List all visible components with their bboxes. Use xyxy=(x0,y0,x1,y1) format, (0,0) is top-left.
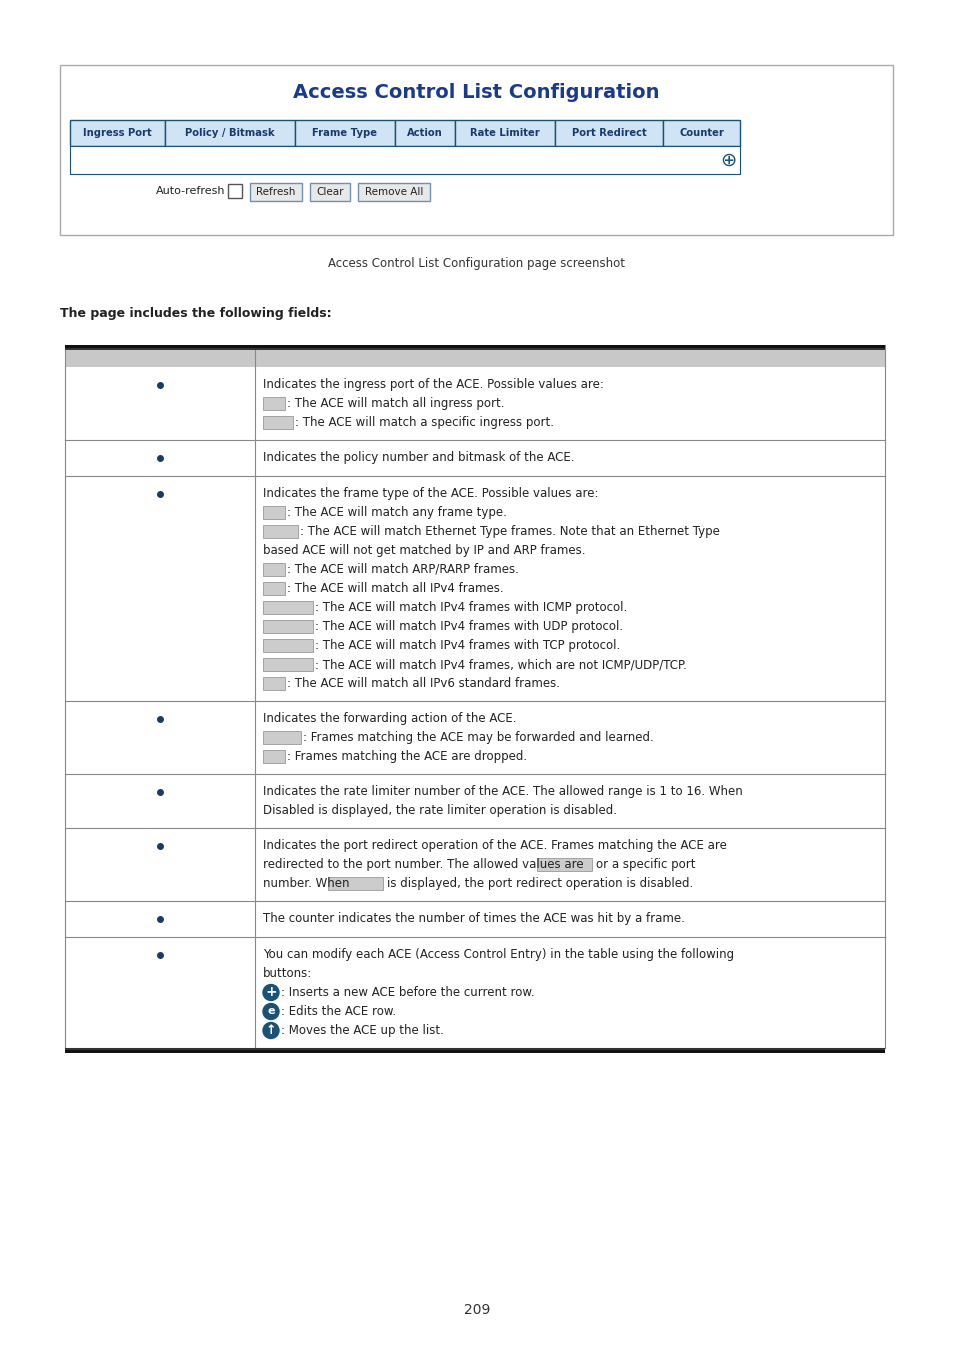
Text: : Frames matching the ACE may be forwarded and learned.: : Frames matching the ACE may be forward… xyxy=(303,730,653,744)
Bar xyxy=(250,184,302,201)
Text: You can modify each ACE (Access Control Entry) in the table using the following: You can modify each ACE (Access Control … xyxy=(263,948,734,961)
Text: based ACE will not get matched by IP and ARP frames.: based ACE will not get matched by IP and… xyxy=(263,544,585,558)
Text: : The ACE will match all IPv4 frames.: : The ACE will match all IPv4 frames. xyxy=(287,582,503,595)
Text: : The ACE will match Ethernet Type frames. Note that an Ethernet Type: : The ACE will match Ethernet Type frame… xyxy=(299,525,720,539)
Bar xyxy=(65,440,884,477)
Bar xyxy=(65,1048,884,1050)
Bar xyxy=(263,657,313,671)
Bar xyxy=(294,120,395,146)
Text: The page includes the following fields:: The page includes the following fields: xyxy=(60,306,332,320)
Circle shape xyxy=(263,1003,278,1019)
Text: Counter: Counter xyxy=(679,128,723,138)
Bar xyxy=(65,346,884,367)
Text: number. When: number. When xyxy=(263,878,349,890)
Bar xyxy=(263,601,313,614)
Bar xyxy=(263,416,293,429)
Bar xyxy=(65,346,884,348)
Text: Action: Action xyxy=(407,128,442,138)
Text: Remove All: Remove All xyxy=(364,188,423,197)
Bar xyxy=(263,582,285,595)
Text: Indicates the frame type of the ACE. Possible values are:: Indicates the frame type of the ACE. Pos… xyxy=(263,487,598,500)
Text: is displayed, the port redirect operation is disabled.: is displayed, the port redirect operatio… xyxy=(387,878,693,890)
Text: Indicates the port redirect operation of the ACE. Frames matching the ACE are: Indicates the port redirect operation of… xyxy=(263,838,726,852)
Text: : The ACE will match any frame type.: : The ACE will match any frame type. xyxy=(287,506,506,518)
Text: Access Control List Configuration page screenshot: Access Control List Configuration page s… xyxy=(328,256,625,270)
Bar xyxy=(165,120,294,146)
Text: ⊕: ⊕ xyxy=(720,150,736,170)
Bar xyxy=(310,184,350,201)
Bar xyxy=(263,506,285,518)
Text: : The ACE will match all IPv6 standard frames.: : The ACE will match all IPv6 standard f… xyxy=(287,676,559,690)
Bar xyxy=(70,146,740,174)
Text: Refresh: Refresh xyxy=(256,188,295,197)
Bar xyxy=(65,774,884,828)
Text: : The ACE will match all ingress port.: : The ACE will match all ingress port. xyxy=(287,397,504,410)
Bar xyxy=(70,120,165,146)
Text: : Inserts a new ACE before the current row.: : Inserts a new ACE before the current r… xyxy=(281,986,534,999)
Text: Indicates the forwarding action of the ACE.: Indicates the forwarding action of the A… xyxy=(263,711,516,725)
Bar xyxy=(455,120,555,146)
Bar xyxy=(65,477,884,701)
Text: Frame Type: Frame Type xyxy=(313,128,377,138)
Text: : Frames matching the ACE are dropped.: : Frames matching the ACE are dropped. xyxy=(287,751,527,763)
Bar xyxy=(263,730,301,744)
Text: Disabled is displayed, the rate limiter operation is disabled.: Disabled is displayed, the rate limiter … xyxy=(263,805,617,817)
Text: : Moves the ACE up the list.: : Moves the ACE up the list. xyxy=(281,1025,443,1037)
Text: ↑: ↑ xyxy=(266,1025,276,1037)
Text: : The ACE will match a specific ingress port.: : The ACE will match a specific ingress … xyxy=(294,416,554,429)
Text: Access Control List Configuration: Access Control List Configuration xyxy=(293,84,659,103)
Circle shape xyxy=(263,1022,278,1038)
Text: : The ACE will match IPv4 frames with ICMP protocol.: : The ACE will match IPv4 frames with IC… xyxy=(314,601,626,614)
Bar xyxy=(263,676,285,690)
Text: Auto-refresh: Auto-refresh xyxy=(155,186,225,196)
Text: Indicates the policy number and bitmask of the ACE.: Indicates the policy number and bitmask … xyxy=(263,451,574,464)
Text: Indicates the ingress port of the ACE. Possible values are:: Indicates the ingress port of the ACE. P… xyxy=(263,378,603,392)
Bar xyxy=(65,701,884,774)
Text: : Edits the ACE row.: : Edits the ACE row. xyxy=(281,1004,395,1018)
Text: : The ACE will match IPv4 frames with TCP protocol.: : The ACE will match IPv4 frames with TC… xyxy=(314,639,619,652)
Text: redirected to the port number. The allowed values are: redirected to the port number. The allow… xyxy=(263,859,583,871)
Bar xyxy=(263,397,285,410)
Bar xyxy=(65,828,884,900)
Text: Port Redirect: Port Redirect xyxy=(571,128,646,138)
Text: +: + xyxy=(265,986,276,999)
Bar xyxy=(65,937,884,1048)
Bar xyxy=(263,563,285,576)
Text: buttons:: buttons: xyxy=(263,967,312,980)
Circle shape xyxy=(263,984,278,1000)
Bar xyxy=(228,184,242,198)
Bar xyxy=(65,348,884,350)
Text: e: e xyxy=(267,1007,274,1017)
Bar xyxy=(395,120,455,146)
Bar xyxy=(263,525,297,539)
Text: Ingress Port: Ingress Port xyxy=(83,128,152,138)
Text: 209: 209 xyxy=(463,1303,490,1318)
Bar xyxy=(555,120,662,146)
Text: : The ACE will match IPv4 frames with UDP protocol.: : The ACE will match IPv4 frames with UD… xyxy=(314,620,622,633)
Text: The counter indicates the number of times the ACE was hit by a frame.: The counter indicates the number of time… xyxy=(263,913,684,925)
Bar xyxy=(537,859,592,871)
Bar xyxy=(263,639,313,652)
Bar xyxy=(662,120,740,146)
Bar xyxy=(263,751,285,763)
Text: : The ACE will match ARP/RARP frames.: : The ACE will match ARP/RARP frames. xyxy=(287,563,518,576)
Bar xyxy=(60,65,892,235)
Text: Clear: Clear xyxy=(315,188,343,197)
Bar xyxy=(357,184,430,201)
Bar xyxy=(65,1050,884,1053)
Text: Policy / Bitmask: Policy / Bitmask xyxy=(185,128,274,138)
Text: Indicates the rate limiter number of the ACE. The allowed range is 1 to 16. When: Indicates the rate limiter number of the… xyxy=(263,784,742,798)
Bar xyxy=(263,620,313,633)
Text: Rate Limiter: Rate Limiter xyxy=(470,128,539,138)
Text: : The ACE will match IPv4 frames, which are not ICMP/UDP/TCP.: : The ACE will match IPv4 frames, which … xyxy=(314,657,686,671)
Bar xyxy=(65,367,884,440)
Bar xyxy=(328,878,383,890)
Bar xyxy=(65,900,884,937)
Text: or a specific port: or a specific port xyxy=(596,859,695,871)
